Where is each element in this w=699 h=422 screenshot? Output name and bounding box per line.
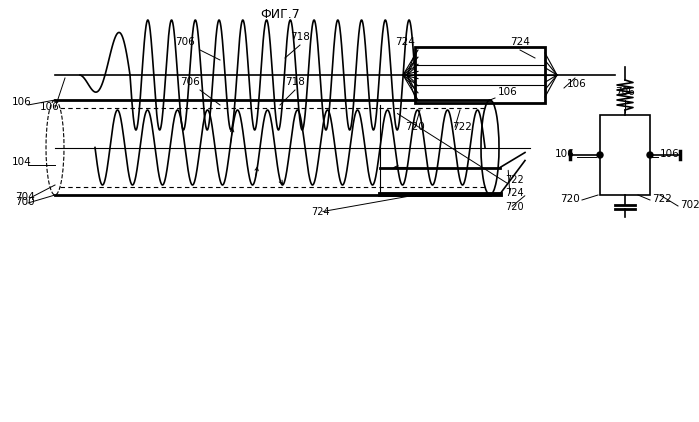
Bar <box>415 47 545 103</box>
Text: 106: 106 <box>555 149 575 159</box>
Text: 718: 718 <box>285 77 305 87</box>
Text: 106: 106 <box>498 87 518 97</box>
Text: 706: 706 <box>180 77 200 87</box>
Text: 718: 718 <box>290 32 310 42</box>
Text: 702: 702 <box>680 200 699 210</box>
Text: 106: 106 <box>660 149 679 159</box>
Text: 722: 722 <box>505 175 524 185</box>
Text: 720: 720 <box>505 202 524 212</box>
Text: 700: 700 <box>15 197 35 207</box>
Circle shape <box>597 152 603 158</box>
Text: 722: 722 <box>652 194 672 204</box>
Text: ФИГ.7: ФИГ.7 <box>260 8 300 21</box>
Text: 724: 724 <box>395 37 415 47</box>
Text: 706: 706 <box>615 87 635 97</box>
Text: 106: 106 <box>40 102 59 112</box>
Bar <box>600 115 650 195</box>
Text: 724: 724 <box>310 207 329 217</box>
Text: 722: 722 <box>452 122 472 132</box>
Text: 706: 706 <box>175 37 195 47</box>
Text: 104: 104 <box>12 157 31 167</box>
Text: 106: 106 <box>567 79 586 89</box>
Text: 106: 106 <box>12 97 31 107</box>
Text: 724: 724 <box>505 188 524 198</box>
Text: 720: 720 <box>561 194 580 204</box>
Text: 704: 704 <box>15 192 35 202</box>
Text: 720: 720 <box>405 122 425 132</box>
Circle shape <box>647 152 653 158</box>
Text: 724: 724 <box>510 37 530 47</box>
